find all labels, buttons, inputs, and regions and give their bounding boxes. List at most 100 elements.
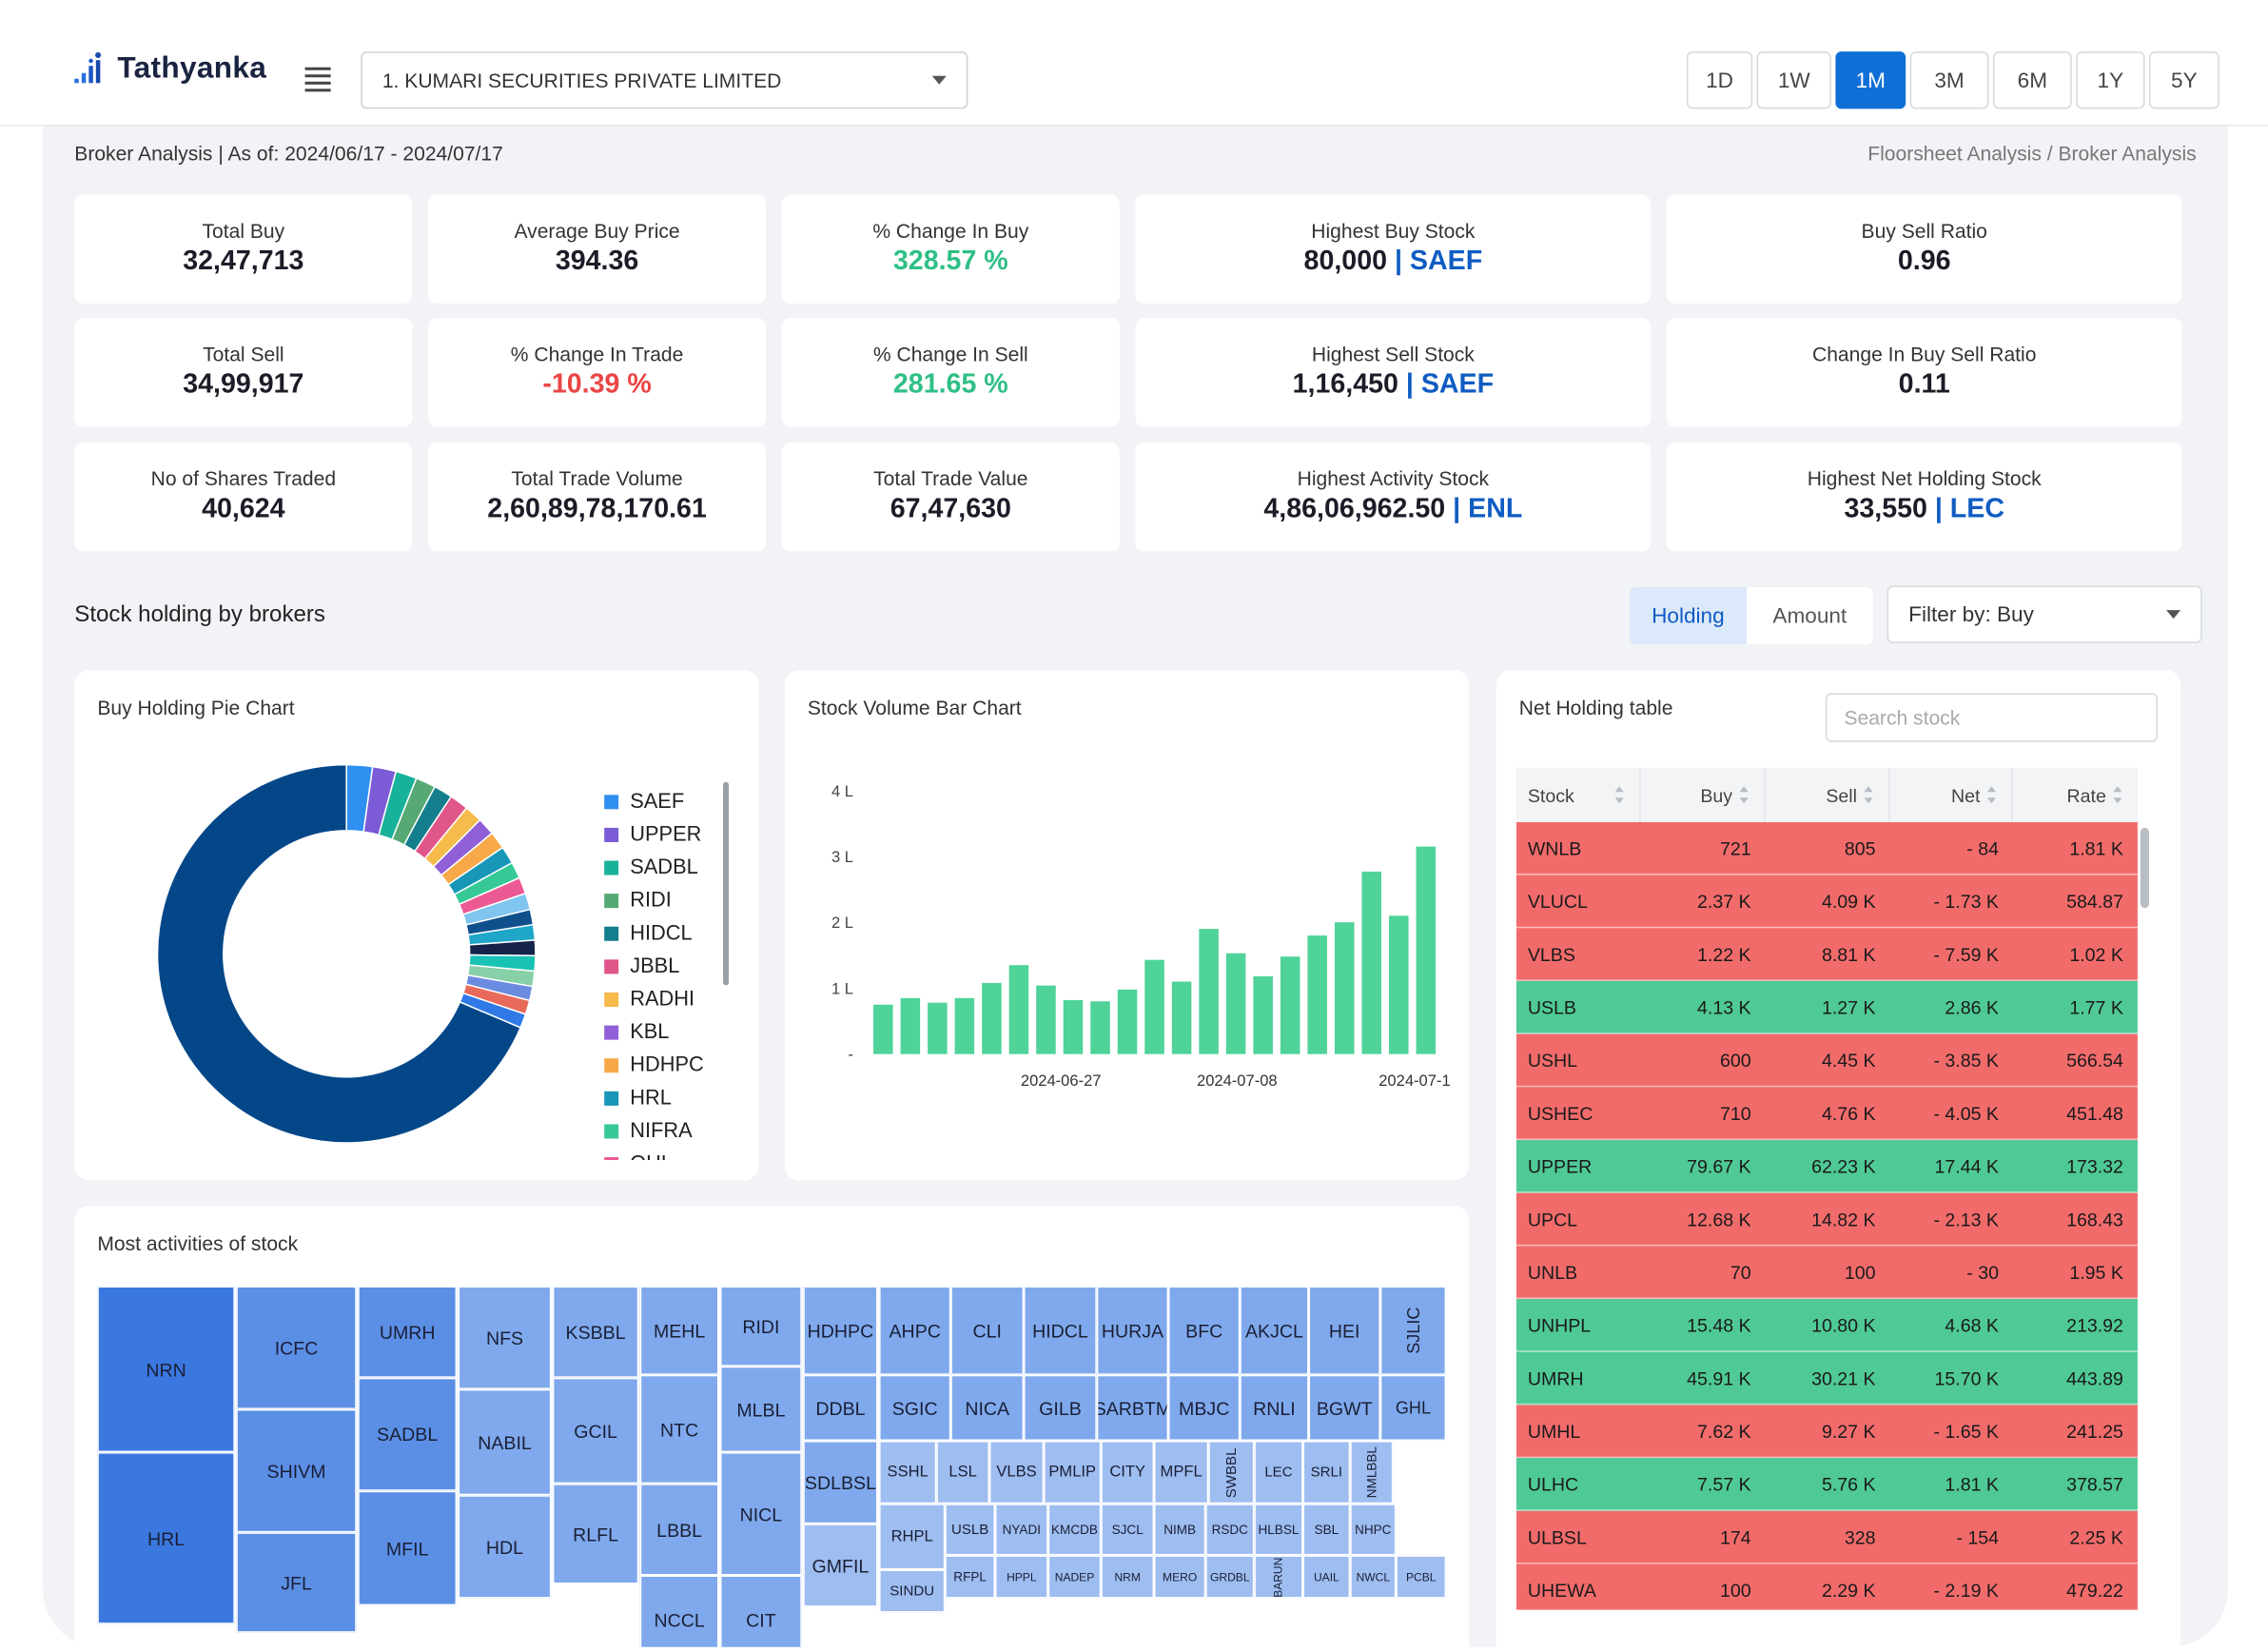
range-1y-button[interactable]: 1Y [2076,51,2145,109]
column-header-buy[interactable]: Buy [1641,767,1766,822]
treemap-cell[interactable]: AHPC [879,1286,951,1375]
treemap-cell[interactable]: NADEP [1047,1555,1102,1599]
pie-slice[interactable] [156,763,522,1144]
treemap-cell[interactable]: NFS [458,1286,552,1389]
treemap-cell[interactable]: SBL [1302,1504,1351,1556]
table-row[interactable]: UMHL 7.62 K 9.27 K - 1.65 K 241.25 [1515,1405,2138,1459]
treemap-cell[interactable]: NMLBBL [1350,1441,1394,1504]
treemap-cell[interactable]: SGIC [879,1374,951,1442]
treemap-cell[interactable]: SJLIC [1379,1286,1447,1375]
treemap-cell[interactable]: MFIL [358,1490,458,1606]
treemap-cell[interactable]: PCBL [1396,1555,1447,1599]
bar[interactable] [1307,935,1327,1054]
stat-stock-link[interactable]: ENL [1468,494,1523,524]
bar[interactable] [1117,989,1138,1054]
range-1m-button[interactable]: 1M [1835,51,1906,109]
bar[interactable] [1334,922,1355,1054]
table-row[interactable]: USLB 4.13 K 1.27 K 2.86 K 1.77 K [1515,980,2138,1034]
treemap-cell[interactable]: JFL [236,1532,357,1633]
range-1w-button[interactable]: 1W [1756,51,1831,109]
treemap-cell[interactable]: RIDI [720,1286,802,1367]
legend-item[interactable]: RIDI [604,884,718,917]
treemap-cell[interactable]: HRL [97,1452,235,1624]
treemap-cell[interactable]: LEC [1254,1441,1303,1504]
bar[interactable] [1063,999,1084,1054]
legend-item[interactable]: OHL [604,1148,718,1161]
treemap-cell[interactable]: VLBS [988,1441,1045,1504]
treemap-cell[interactable]: NRM [1101,1555,1155,1599]
treemap-cell[interactable]: HDHPC [803,1286,878,1375]
treemap-cell[interactable]: GILB [1024,1374,1097,1442]
range-6m-button[interactable]: 6M [1992,51,2072,109]
bar[interactable] [1008,965,1029,1054]
treemap-cell[interactable]: GCIL [552,1377,639,1485]
bar[interactable] [1280,956,1300,1054]
bar[interactable] [1036,985,1056,1054]
treemap-cell[interactable]: NABIL [458,1388,552,1496]
treemap-cell[interactable]: NYADI [994,1504,1048,1556]
treemap-cell[interactable]: NIMB [1154,1504,1206,1556]
legend-item[interactable]: JBBL [604,950,718,983]
table-row[interactable]: UHEWA 100 2.29 K - 2.19 K 479.22 [1515,1564,2138,1610]
table-row[interactable]: WNLB 721 805 - 84 1.81 K [1515,821,2138,875]
table-row[interactable]: UNHPL 15.48 K 10.80 K 4.68 K 213.92 [1515,1299,2138,1352]
column-header-stock[interactable]: Stock [1516,767,1641,822]
treemap-cell[interactable]: SHIVM [236,1408,357,1533]
range-5y-button[interactable]: 5Y [2149,51,2219,109]
broker-select[interactable]: 1. KUMARI SECURITIES PRIVATE LIMITED [361,51,968,109]
treemap-cell[interactable]: CLI [950,1286,1025,1375]
treemap-cell[interactable]: MPFL [1154,1441,1209,1504]
treemap-cell[interactable]: NICA [950,1374,1025,1442]
range-1d-button[interactable]: 1D [1686,51,1753,109]
column-header-sell[interactable]: Sell [1766,767,1890,822]
legend-item[interactable]: UPPER [604,817,718,851]
legend-item[interactable]: HIDCL [604,916,718,950]
stat-stock-link[interactable]: SAEF [1409,246,1483,277]
treemap-cell[interactable]: BGWT [1308,1374,1380,1442]
table-row[interactable]: UPCL 12.68 K 14.82 K - 2.13 K 168.43 [1515,1192,2138,1247]
bar[interactable] [1225,953,1246,1054]
treemap-cell[interactable]: NRN [97,1286,235,1453]
legend-item[interactable]: HRL [604,1081,718,1114]
treemap-cell[interactable]: MBJC [1168,1374,1241,1442]
legend-item[interactable]: NIFRA [604,1114,718,1148]
bar[interactable] [982,982,1002,1054]
bar[interactable] [873,1004,893,1054]
search-stock-input[interactable] [1825,693,2159,742]
bar[interactable] [1171,981,1192,1054]
column-header-net[interactable]: Net [1890,767,2014,822]
treemap-cell[interactable]: CITY [1101,1441,1155,1504]
treemap-cell[interactable]: HPPL [994,1555,1048,1599]
treemap-cell[interactable]: RHPL [879,1504,946,1570]
treemap-cell[interactable]: MERO [1154,1555,1206,1599]
range-3m-button[interactable]: 3M [1909,51,1989,109]
filter-select[interactable]: Filter by: Buy [1887,585,2202,643]
bar[interactable] [900,997,921,1054]
table-row[interactable]: UPPER 79.67 K 62.23 K 17.44 K 173.32 [1515,1139,2138,1193]
bar[interactable] [1388,915,1409,1054]
treemap-cell[interactable]: SWBBL [1208,1441,1255,1504]
bar[interactable] [1090,1001,1110,1054]
table-row[interactable]: UMRH 45.91 K 30.21 K 15.70 K 443.89 [1515,1351,2138,1406]
treemap-cell[interactable]: USLB [945,1504,995,1556]
hamburger-menu-icon[interactable] [304,67,331,92]
treemap-cell[interactable]: BARUN [1254,1555,1303,1599]
table-row[interactable]: ULBSL 174 328 - 154 2.25 K [1515,1510,2138,1564]
legend-item[interactable]: KBL [604,1015,718,1049]
bar[interactable] [1416,846,1437,1054]
treemap-cell[interactable]: LBBL [639,1484,719,1576]
legend-item[interactable]: HDHPC [604,1049,718,1082]
bar[interactable] [954,997,975,1054]
treemap-cell[interactable]: MEHL [639,1286,719,1375]
treemap-cell[interactable]: HURJA [1096,1286,1169,1375]
column-header-rate[interactable]: Rate [2013,768,2138,822]
logo[interactable]: Tathyanka [71,51,266,86]
treemap-cell[interactable]: NCCL [639,1575,719,1647]
treemap-cell[interactable]: BFC [1168,1286,1241,1375]
legend-item[interactable]: SADBL [604,851,718,884]
holding-toggle-button[interactable]: Holding [1629,587,1748,645]
bar[interactable] [928,1002,948,1054]
legend-scrollbar[interactable] [723,781,730,986]
treemap-cell[interactable]: NICL [720,1452,802,1576]
treemap-cell[interactable]: SINDU [879,1569,946,1613]
